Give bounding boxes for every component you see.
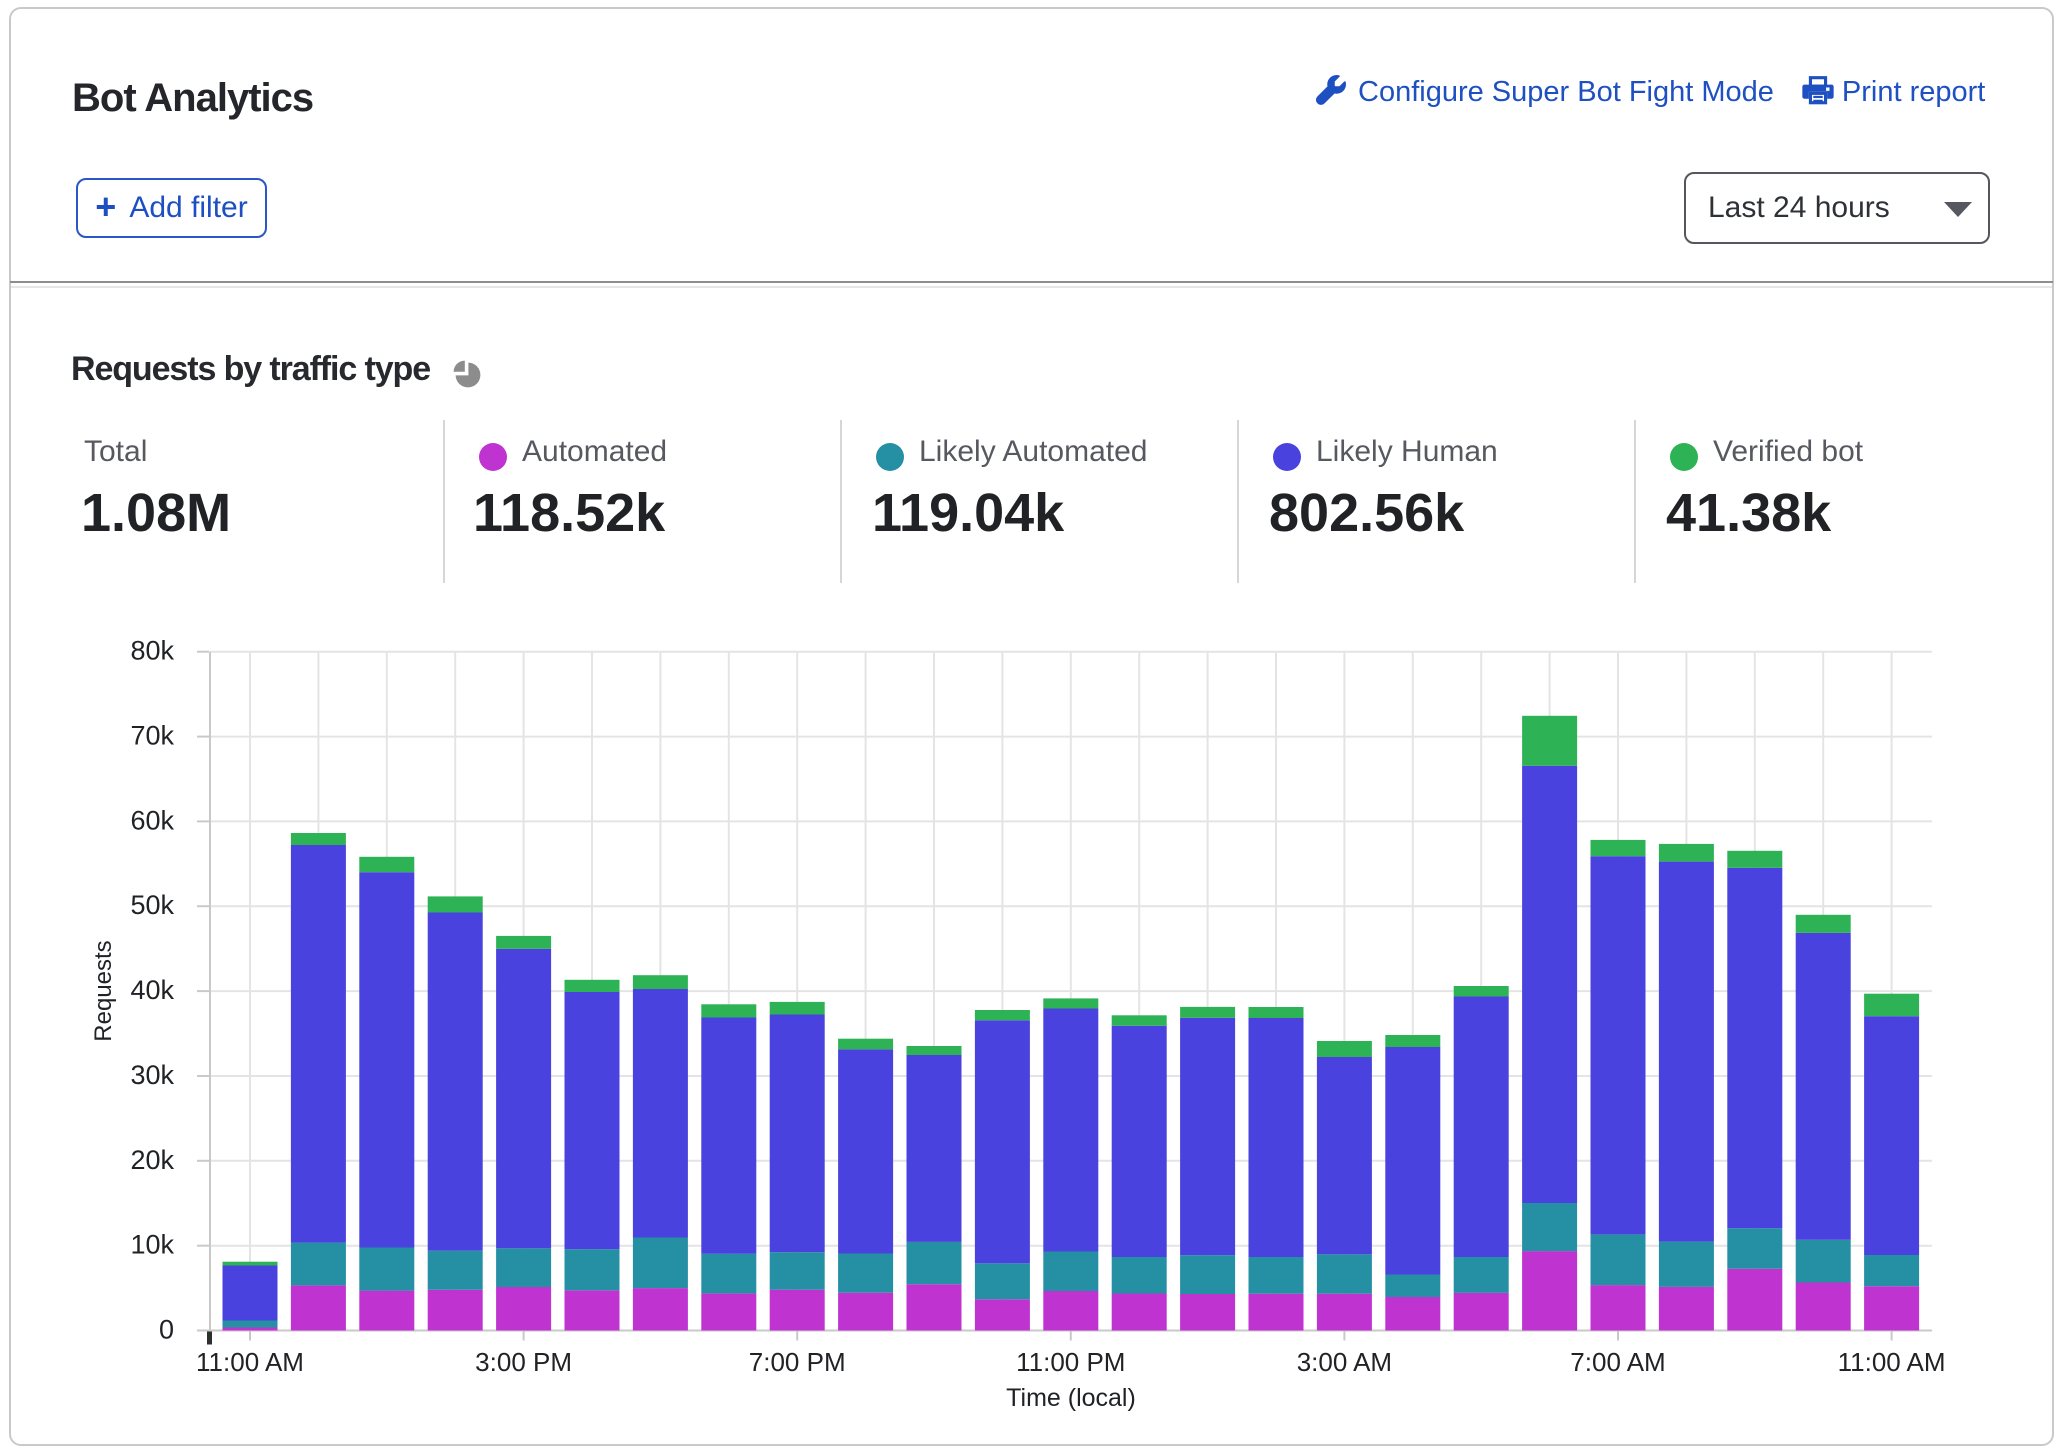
svg-text:11:00 AM: 11:00 AM — [1838, 1347, 1946, 1377]
svg-text:80k: 80k — [130, 636, 174, 666]
svg-text:Time (local): Time (local) — [1006, 1384, 1136, 1412]
svg-text:Requests: Requests — [90, 940, 117, 1041]
svg-text:20k: 20k — [130, 1145, 174, 1175]
svg-text:50k: 50k — [130, 890, 174, 920]
svg-text:10k: 10k — [130, 1230, 174, 1260]
svg-text:60k: 60k — [130, 805, 174, 835]
svg-text:3:00 PM: 3:00 PM — [475, 1347, 572, 1377]
svg-text:40k: 40k — [130, 975, 174, 1005]
svg-text:11:00 AM: 11:00 AM — [196, 1347, 304, 1377]
svg-text:3:00 AM: 3:00 AM — [1297, 1347, 1392, 1377]
svg-text:30k: 30k — [130, 1060, 174, 1090]
svg-text:70k: 70k — [130, 721, 174, 751]
svg-text:0: 0 — [159, 1315, 174, 1345]
svg-text:7:00 PM: 7:00 PM — [749, 1347, 846, 1377]
svg-text:7:00 AM: 7:00 AM — [1570, 1347, 1665, 1377]
svg-text:11:00 PM: 11:00 PM — [1016, 1347, 1125, 1377]
